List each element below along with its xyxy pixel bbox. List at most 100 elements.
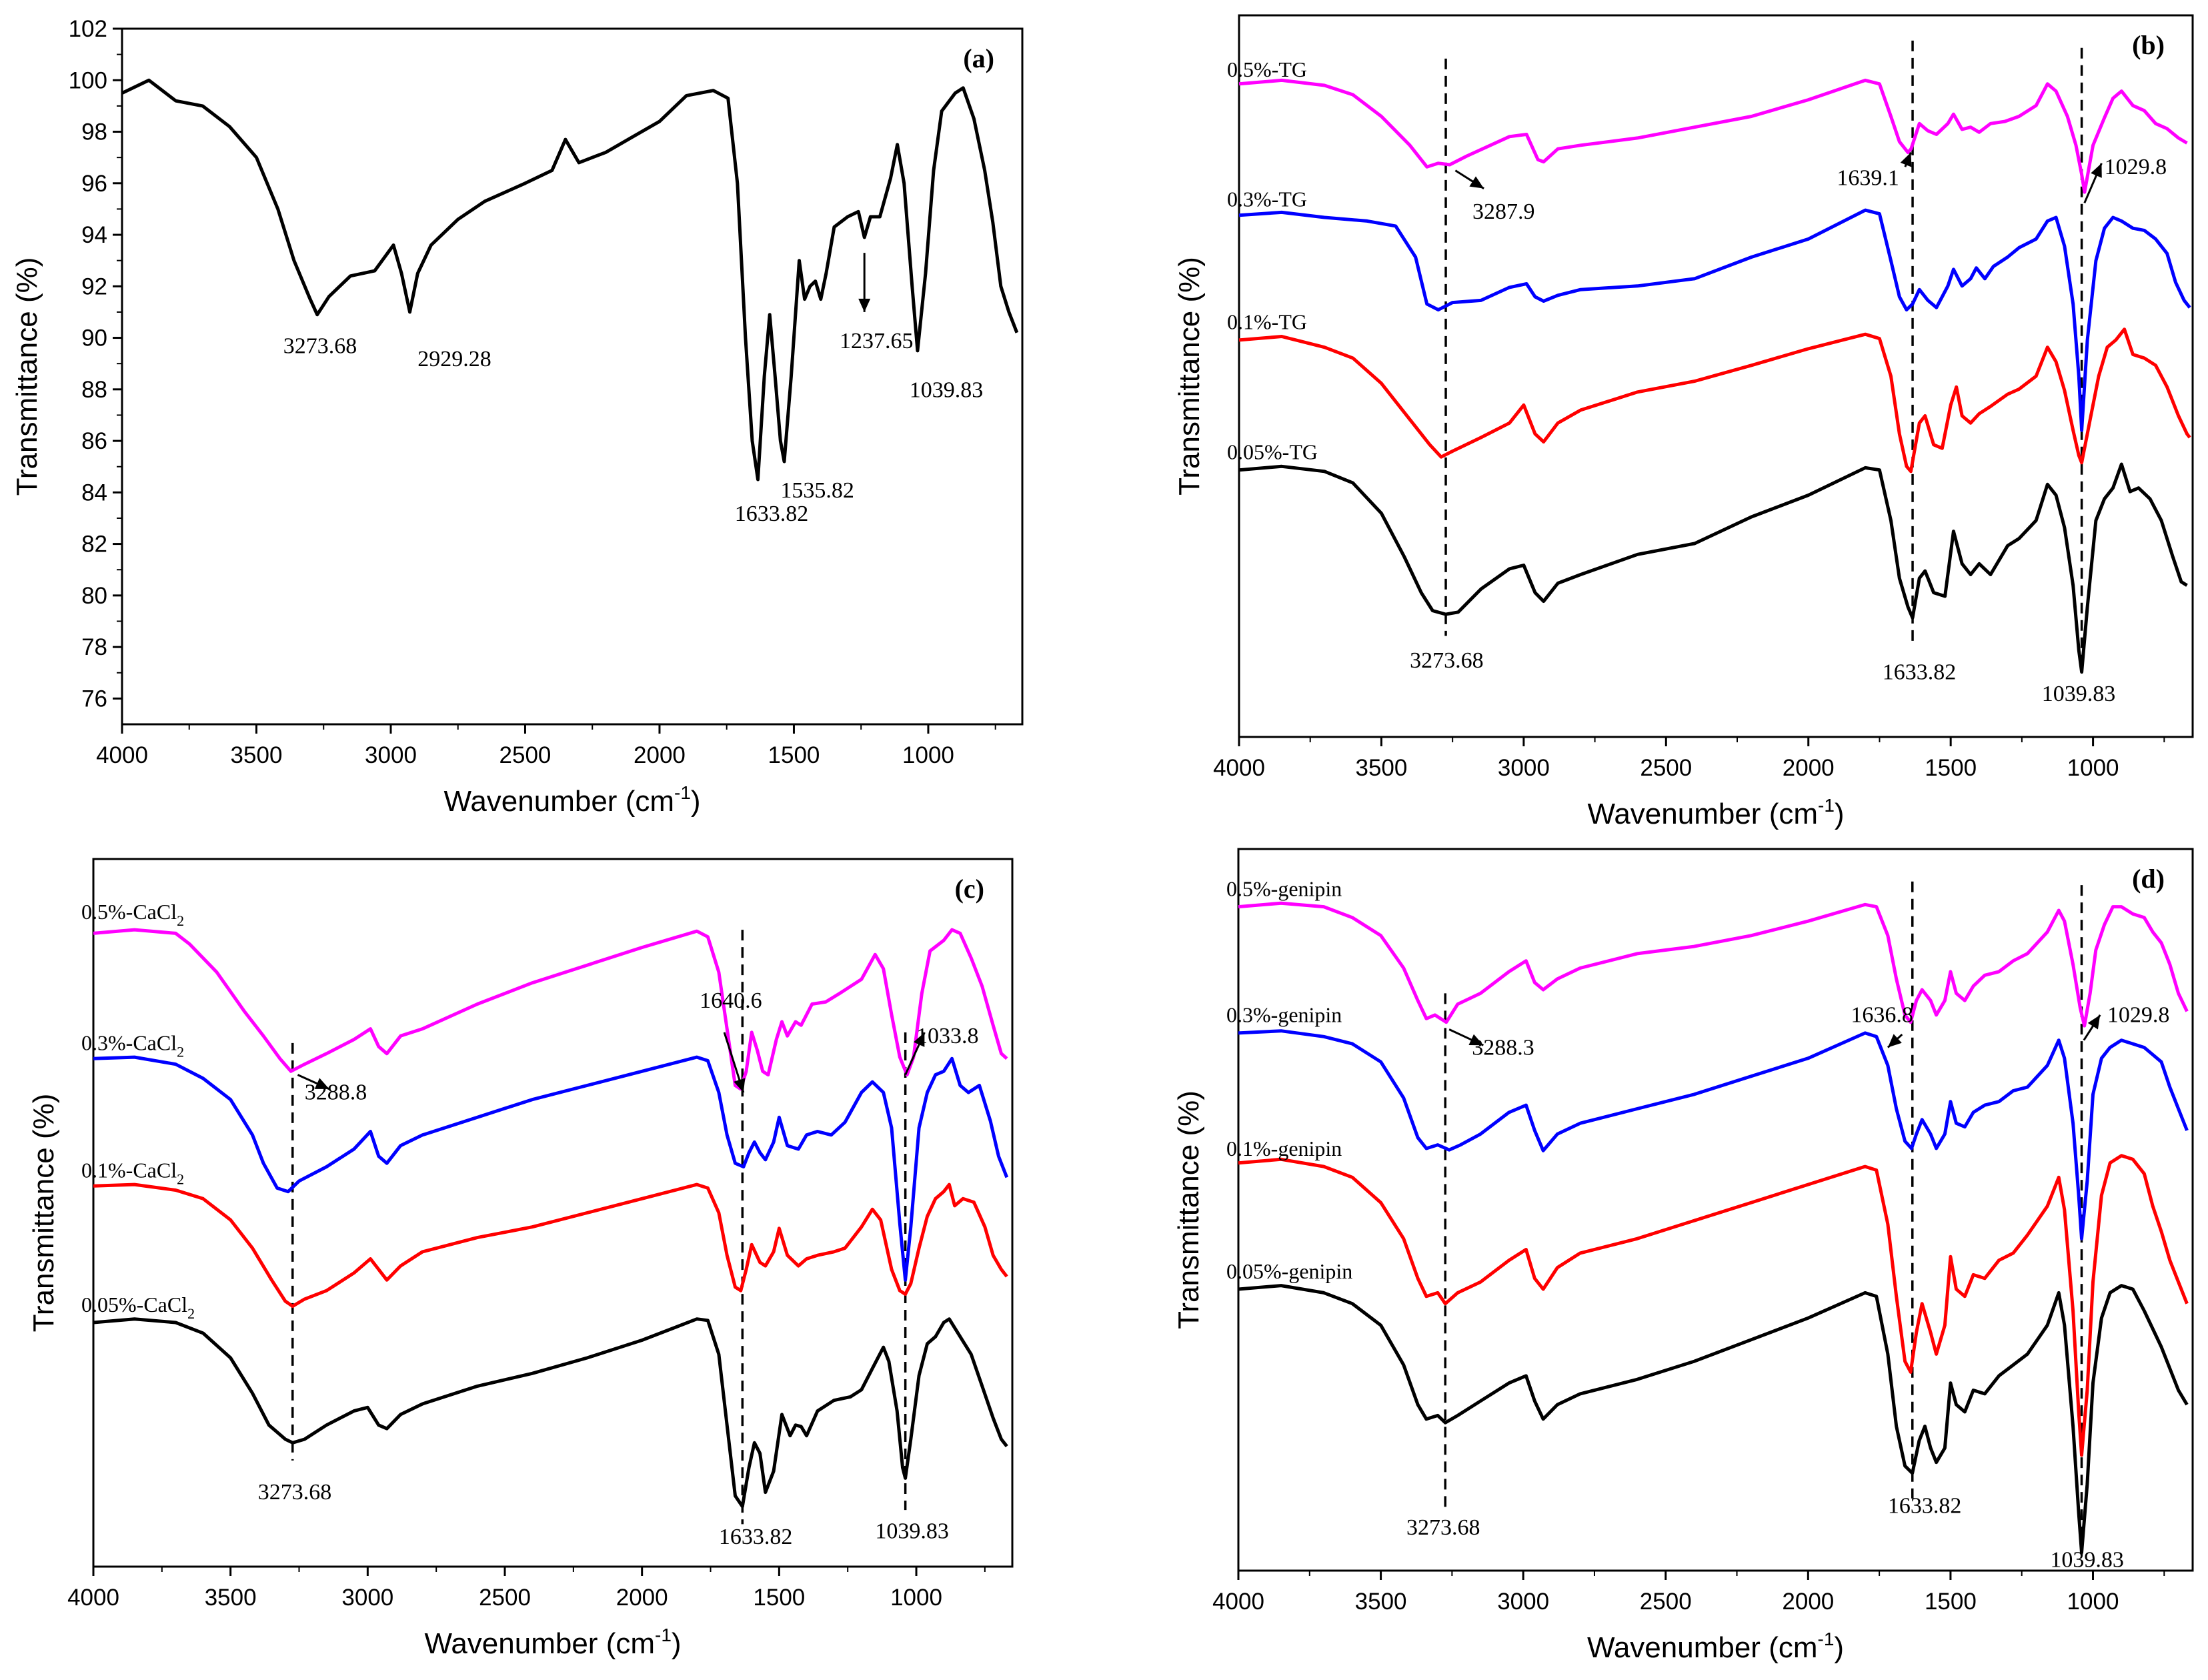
series-line-0-5-tg	[1238, 78, 2188, 194]
series-label: 0.1%-TG	[1227, 310, 1307, 334]
peak-label: 3273.68	[1406, 1515, 1480, 1540]
peak-label: 2929.28	[417, 347, 491, 371]
peak-label: 1039.83	[875, 1519, 949, 1544]
y-tick-label: 80	[81, 583, 107, 609]
series-line-0-1-genipin	[1238, 1154, 2189, 1457]
x-tick-label: 1000	[2067, 755, 2119, 781]
y-tick-label: 98	[81, 119, 107, 145]
series-label-text: 0.5%-CaCl	[81, 900, 177, 924]
peak-label: 1237.65	[840, 329, 914, 353]
series-label: 0.3%-genipin	[1226, 1003, 1342, 1027]
x-tick-label: 3000	[1498, 755, 1550, 781]
x-axis-title: Wavenumber (cm-1)	[1587, 795, 1844, 830]
annotation-arrowhead	[314, 1078, 329, 1089]
series-label: 0.3%-CaCl2	[81, 1030, 184, 1060]
series-line-0-3-genipin	[1238, 1029, 2189, 1240]
plot-frame	[121, 27, 1024, 726]
x-axis-title-text: Wavenumber (cm	[424, 1627, 655, 1660]
annotation-arrowhead	[1468, 1034, 1484, 1046]
series-label-text: 0.3%-TG	[1227, 187, 1307, 211]
x-tick-label: 4000	[67, 1585, 119, 1611]
series-label-text: 0.1%-TG	[1227, 310, 1307, 334]
peak-label: 1633.82	[735, 502, 809, 526]
plot-frame	[1237, 848, 2194, 1572]
x-tick-label: 2000	[1783, 755, 1835, 781]
series-label-text: 0.05%-TG	[1227, 440, 1318, 464]
peak-label: 1636.8	[1851, 1003, 1913, 1028]
annotation-arrowhead	[2091, 163, 2102, 178]
peak-label: 3288.3	[1472, 1035, 1534, 1060]
x-axis-title-close: )	[672, 1627, 682, 1660]
annotation-arrowhead	[1469, 176, 1484, 189]
y-axis-title: Transmittance (%)	[27, 1094, 60, 1333]
series-label-text: 0.05%-genipin	[1226, 1259, 1352, 1283]
series-label-text: 0.1%-genipin	[1226, 1136, 1342, 1160]
x-tick-label: 2500	[1640, 755, 1692, 781]
y-tick-label: 102	[69, 16, 107, 42]
y-axis-title: Transmittance (%)	[11, 257, 43, 496]
x-axis-title-text: Wavenumber (cm	[1587, 798, 1818, 830]
series-label: 0.1%-CaCl2	[81, 1158, 184, 1187]
peak-label: 1039.83	[2042, 682, 2116, 706]
y-tick-label: 90	[81, 325, 107, 351]
panel-d: 4000 3500 3000 2500 2000 1500 1000 Wavenumber (…	[1172, 848, 2194, 1664]
x-axis-title-sup: -1	[674, 782, 691, 803]
plot-frame	[92, 858, 1014, 1568]
peak-label: 1639.1	[1837, 165, 1899, 190]
x-axis-title-text: Wavenumber (cm	[443, 785, 674, 818]
panel-b: 4000 3500 3000 2500 2000 1500 1000 Wavenumber (…	[1173, 14, 2194, 830]
series-label-sub: 2	[177, 1043, 184, 1060]
panel-label: (b)	[2132, 30, 2165, 60]
series-label: 0.05%-TG	[1227, 440, 1318, 464]
peak-label: 1039.83	[910, 377, 984, 402]
x-axis-title: Wavenumber (cm-1)	[1587, 1629, 1844, 1664]
series-line-sample	[121, 78, 1019, 482]
series-label: 0.05%-CaCl2	[81, 1293, 195, 1322]
series-label-text: 0.1%-CaCl	[81, 1158, 177, 1182]
series-label: 0.1%-genipin	[1226, 1136, 1342, 1160]
peak-label: 1033.8	[916, 1024, 979, 1048]
series-line-0-5-cacl	[93, 928, 1008, 1091]
series-label: 0.05%-genipin	[1226, 1259, 1352, 1283]
x-tick-label: 4000	[1212, 1589, 1264, 1615]
plot-frame	[1238, 14, 2194, 738]
peak-label: 1640.6	[700, 988, 762, 1013]
x-axis-title: Wavenumber (cm-1)	[424, 1625, 681, 1660]
x-tick-label: 4000	[96, 742, 148, 768]
x-tick-label: 2500	[499, 742, 551, 768]
y-tick-label: 92	[81, 273, 107, 299]
y-tick-label: 86	[81, 428, 107, 454]
y-tick-label: 88	[81, 377, 107, 403]
peak-label: 3288.8	[305, 1080, 367, 1105]
y-axis-title: Transmittance (%)	[1173, 257, 1206, 496]
series-line-0-1-tg	[1238, 327, 2191, 474]
panel-label: (d)	[2132, 864, 2165, 894]
series-line-0-3-cacl	[93, 1055, 1009, 1282]
y-axis-title: Transmittance (%)	[1172, 1090, 1205, 1329]
annotation-arrowhead	[1900, 152, 1912, 167]
x-tick-label: 3500	[205, 1585, 257, 1611]
x-axis-title-sup: -1	[1818, 795, 1835, 816]
x-tick-label: 3000	[365, 742, 417, 768]
series-line-0-05-cacl	[93, 1317, 1008, 1509]
panel-label: (c)	[955, 874, 984, 904]
x-tick-label: 2000	[634, 742, 686, 768]
x-axis-title-sup: -1	[1818, 1629, 1835, 1649]
annotation-arrowhead	[1887, 1034, 1902, 1048]
series-label: 0.5%-CaCl2	[81, 900, 184, 929]
series-label-text: 0.3%-CaCl	[81, 1030, 177, 1054]
series-label-text: 0.5%-TG	[1227, 57, 1307, 81]
series-label-sub: 2	[177, 912, 184, 929]
x-tick-label: 4000	[1213, 755, 1265, 781]
panel-a: 4000 3500 3000 2500 2000 1500 1000 76 78 80 82 84 86…	[11, 16, 1024, 818]
x-axis-title: Wavenumber (cm-1)	[443, 782, 700, 818]
annotation-arrowhead	[858, 298, 871, 312]
series-label: 0.3%-TG	[1227, 187, 1307, 211]
series-line-0-05-tg	[1238, 462, 2188, 674]
x-tick-label: 1500	[753, 1585, 805, 1611]
x-tick-label: 1500	[1925, 755, 1977, 781]
series-line-0-3-tg	[1238, 208, 2191, 432]
x-axis-title-close: )	[1834, 1631, 1844, 1664]
peak-label: 1633.82	[1883, 660, 1957, 684]
